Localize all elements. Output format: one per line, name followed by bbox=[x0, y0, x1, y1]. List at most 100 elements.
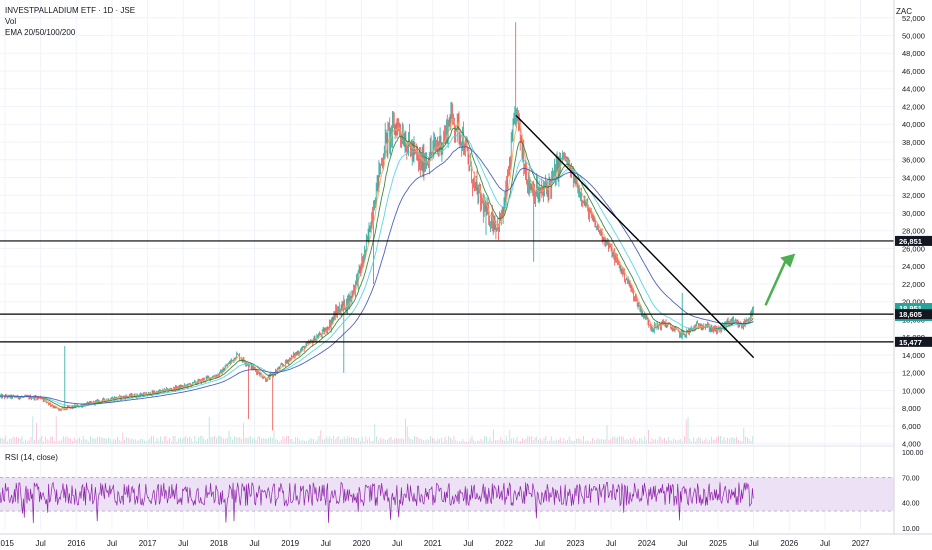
volume-bar bbox=[169, 438, 170, 444]
volume-bar bbox=[705, 438, 707, 444]
volume-bar bbox=[570, 440, 572, 444]
volume-bar bbox=[563, 438, 565, 444]
ema-legend[interactable]: EMA 20/50/100/200 bbox=[5, 28, 76, 37]
volume-bar bbox=[568, 436, 570, 444]
x-tick-label: Jul bbox=[392, 539, 402, 548]
drawing-tools[interactable] bbox=[0, 114, 894, 359]
y-tick-label: 44,000 bbox=[902, 85, 925, 94]
volume-bar bbox=[590, 441, 592, 444]
volume-bar bbox=[637, 440, 638, 444]
volume-bar bbox=[23, 441, 25, 444]
volume-bar bbox=[111, 441, 113, 444]
volume-bar bbox=[199, 435, 201, 444]
volume-bar bbox=[493, 429, 494, 444]
volume-bar bbox=[88, 441, 89, 444]
volume-legend[interactable]: Vol bbox=[5, 17, 17, 26]
y-tick-label: 28,000 bbox=[902, 227, 925, 236]
volume-bar bbox=[469, 438, 471, 444]
volume-bar bbox=[194, 435, 196, 444]
x-tick-label: Jul bbox=[535, 539, 545, 548]
volume-bar bbox=[324, 439, 325, 444]
volume-bar bbox=[622, 436, 624, 444]
volume-bar bbox=[217, 435, 219, 444]
volume-bar bbox=[183, 437, 185, 444]
y-tick-label: 52,000 bbox=[902, 14, 925, 23]
volume-bar bbox=[115, 439, 116, 444]
volume-bar bbox=[606, 425, 608, 444]
volume-bar bbox=[99, 436, 100, 444]
volume-bar bbox=[667, 437, 669, 444]
volume-bar bbox=[126, 437, 127, 444]
x-tick-label: 2018 bbox=[210, 539, 228, 548]
volume-bar bbox=[12, 436, 14, 444]
rsi-tick-label: 40.00 bbox=[902, 501, 920, 508]
volume-bar bbox=[225, 438, 226, 444]
volume-bar bbox=[709, 439, 710, 444]
volume-bar bbox=[259, 436, 260, 444]
y-tick-label: 32,000 bbox=[902, 191, 925, 200]
volume-bar bbox=[216, 438, 217, 444]
ema-20-line bbox=[0, 118, 754, 410]
volume-bar bbox=[426, 438, 428, 444]
volume-bar bbox=[531, 436, 532, 444]
x-tick-label: 2025 bbox=[709, 539, 727, 548]
volume-bar bbox=[739, 441, 741, 444]
volume-bar bbox=[631, 440, 633, 444]
volume-bar bbox=[243, 422, 244, 444]
volume-bar bbox=[421, 439, 422, 444]
volume-bar bbox=[127, 437, 129, 444]
volume-bar bbox=[318, 435, 320, 444]
x-tick-label: 2019 bbox=[281, 539, 299, 548]
x-tick-label: Jul bbox=[321, 539, 331, 548]
volume-bar bbox=[487, 441, 489, 444]
y-tick-label: 20,000 bbox=[902, 298, 925, 307]
volume-bar bbox=[64, 437, 66, 444]
y-tick-label: 42,000 bbox=[902, 102, 925, 111]
volume-bar bbox=[662, 439, 664, 444]
volume-bar bbox=[325, 436, 327, 444]
volume-bar bbox=[646, 440, 647, 444]
volume-bar bbox=[707, 441, 709, 444]
volume-bar bbox=[180, 437, 181, 444]
volume-bar bbox=[246, 437, 248, 444]
volume-bar bbox=[14, 437, 16, 444]
volume-bar bbox=[460, 441, 462, 444]
volume-bar bbox=[432, 437, 433, 444]
volume-bar bbox=[81, 440, 82, 444]
symbol-title[interactable]: INVESTPALLADIUM ETF · 1D · JSE bbox=[5, 6, 136, 15]
volume-bar bbox=[198, 437, 199, 444]
volume-bar bbox=[685, 420, 687, 444]
volume-bar bbox=[462, 439, 464, 444]
volume-bar bbox=[565, 440, 566, 444]
volume-bar bbox=[226, 437, 228, 444]
volume-bar bbox=[511, 438, 512, 444]
x-tick-label: Jul bbox=[463, 539, 473, 548]
x-tick-label: 2016 bbox=[67, 539, 85, 548]
volume-bar bbox=[117, 437, 118, 444]
volume-bar bbox=[295, 437, 296, 444]
volume-bar bbox=[581, 440, 583, 444]
volume-bar bbox=[277, 440, 278, 444]
volume-bar bbox=[559, 437, 561, 444]
volume-bar bbox=[617, 437, 619, 444]
rsi-legend[interactable]: RSI (14, close) bbox=[5, 453, 58, 462]
volume-bar bbox=[237, 437, 239, 444]
volume-bar bbox=[430, 436, 431, 444]
volume-bar bbox=[689, 438, 691, 444]
volume-bar bbox=[428, 439, 430, 444]
volume-bar bbox=[586, 440, 588, 444]
volume-bar bbox=[594, 440, 595, 444]
volume-bar bbox=[185, 435, 187, 444]
volume-bar bbox=[390, 436, 392, 444]
volume-bars bbox=[0, 416, 754, 444]
volume-bar bbox=[93, 438, 95, 444]
volume-bar bbox=[91, 437, 93, 444]
rsi-tick-label: 100.00 bbox=[902, 450, 924, 457]
volume-bar bbox=[489, 437, 491, 444]
volume-bar bbox=[63, 436, 64, 444]
volume-bar bbox=[736, 436, 737, 444]
volume-bar bbox=[356, 438, 358, 444]
volume-bar bbox=[219, 435, 221, 444]
volume-bar bbox=[522, 438, 523, 444]
